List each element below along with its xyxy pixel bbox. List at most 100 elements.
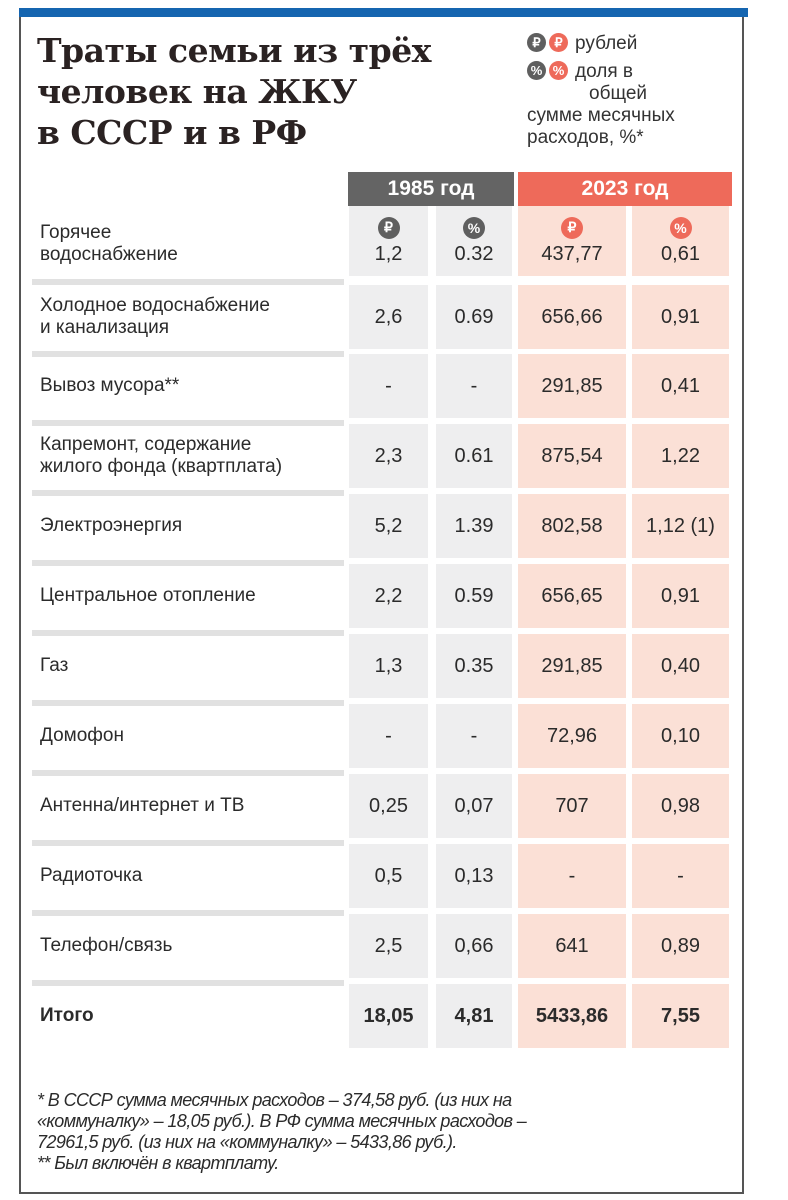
legend-pct-label: сумме месячных	[527, 105, 675, 126]
cell-p2023: 0,98	[632, 774, 729, 838]
row-label: Центральное отопление	[40, 564, 256, 628]
cell-value: 1.39	[454, 514, 494, 537]
cell-value: 7,55	[661, 1004, 700, 1027]
cell-r2023: -	[518, 844, 626, 908]
row-divider	[32, 980, 344, 986]
page-title: Траты семьи из трёх человек на ЖКУ в ССС…	[37, 30, 457, 153]
row-divider	[32, 630, 344, 636]
ruble-icon: ₽	[561, 216, 583, 239]
legend-pct: % % доля в	[527, 61, 737, 83]
cell-r2023: 656,66	[518, 285, 626, 349]
row-label-line: жилого фонда (квартплата)	[40, 456, 283, 477]
cell-value: 0,25	[369, 794, 408, 817]
cell-value: 0.61	[454, 444, 494, 467]
cell-value: 4,81	[454, 1004, 494, 1027]
cell-value: -	[568, 864, 576, 887]
cell-r2023: 291,85	[518, 634, 626, 698]
cell-value: -	[677, 864, 684, 887]
cell-value: 0.32	[454, 242, 494, 265]
row-label: Капремонт, содержание жилого фонда (кварт…	[40, 424, 282, 488]
percent-icon: %	[527, 61, 546, 80]
cell-r2023: 291,85	[518, 354, 626, 418]
cell-value: 2,3	[374, 444, 403, 467]
cell-value: 707	[555, 794, 589, 817]
cell-p2023: 0,40	[632, 634, 729, 698]
cell-p2023: 0,91	[632, 285, 729, 349]
cell-value: 1,2	[374, 242, 403, 265]
cell-r1985: 0,25	[349, 774, 428, 838]
cell-p2023: 0,10	[632, 704, 729, 768]
row-divider	[32, 490, 344, 496]
cell-value: 0,5	[374, 864, 403, 887]
cell-p2023: 1,12 (1)	[632, 494, 729, 558]
title-line: человек на ЖКУ	[37, 72, 357, 111]
cell-value: 0.59	[454, 584, 494, 607]
cell-value: 0,10	[661, 724, 700, 747]
cell-value: 656,66	[541, 305, 603, 328]
cell-r1985: 2,6	[349, 285, 428, 349]
cell-p1985: -	[436, 704, 512, 768]
percent-icon: %	[463, 216, 485, 239]
cell-value: 2,6	[374, 305, 403, 328]
cell-r1985: 18,05	[349, 984, 428, 1048]
cell-value: 72,96	[546, 724, 598, 747]
cell-value: 875,54	[541, 444, 603, 467]
ruble-icon: ₽	[549, 33, 568, 52]
cell-value: 0,66	[454, 934, 494, 957]
cell-r2023: 656,65	[518, 564, 626, 628]
row-label-line: Итого	[40, 1005, 94, 1026]
cell-value: 5433,86	[535, 1004, 609, 1027]
cell-value: 291,85	[541, 374, 603, 397]
cell-value: 1,3	[374, 654, 403, 677]
legend-pct-label: доля в	[575, 61, 633, 82]
row-divider	[32, 770, 344, 776]
cell-value: 0.69	[454, 305, 494, 328]
row-divider	[32, 279, 344, 285]
cell-value: 802,58	[541, 514, 603, 537]
cell-r2023: 875,54	[518, 424, 626, 488]
cell-value: 0,40	[661, 654, 700, 677]
cell-value: -	[385, 724, 392, 747]
cell-r1985: 5,2	[349, 494, 428, 558]
cell-r1985: 1,3	[349, 634, 428, 698]
cell-p2023: 1,22	[632, 424, 729, 488]
cell-value: 0,07	[454, 794, 494, 817]
row-divider	[32, 560, 344, 566]
cell-p1985: -	[436, 354, 512, 418]
cell-p2023: 7,55	[632, 984, 729, 1048]
cell-value: -	[470, 374, 478, 397]
cell-r2023: 802,58	[518, 494, 626, 558]
cell-value: 0,13	[454, 864, 494, 887]
cell-value: 641	[555, 934, 589, 957]
cell-value: 2,2	[374, 584, 403, 607]
cell-value: 656,65	[541, 584, 603, 607]
header-1985: 1985 год	[348, 172, 514, 206]
cell-value: -	[385, 374, 392, 397]
row-label: Телефон/связь	[40, 914, 172, 978]
cell-p2023: 0,41	[632, 354, 729, 418]
cell-r2023: 641	[518, 914, 626, 978]
legend-pct-label: общей	[589, 83, 648, 104]
cell-value: 0.35	[454, 654, 494, 677]
footnote-line: * В СССР сумма месячных расходов – 374,5…	[37, 1090, 512, 1110]
cell-p1985: % 0.32	[436, 206, 512, 276]
row-divider	[32, 420, 344, 426]
cell-r1985: 2,2	[349, 564, 428, 628]
percent-icon: %	[549, 61, 568, 80]
footnote-line: «коммуналку» – 18,05 руб.). В РФ сумма м…	[37, 1111, 527, 1131]
row-label: Итого	[40, 984, 94, 1048]
cell-p2023: 0,89	[632, 914, 729, 978]
row-label-line: Центральное отопление	[40, 585, 256, 606]
cell-value: 0,98	[661, 794, 700, 817]
cell-r2023: 5433,86	[518, 984, 626, 1048]
cell-value: 2,5	[374, 934, 403, 957]
row-label-line: Телефон/связь	[40, 935, 173, 956]
cell-value: 0,41	[661, 374, 700, 397]
row-divider	[32, 840, 344, 846]
row-label-line: Холодное водоснабжение	[40, 295, 270, 316]
row-label-line: Антенна/интернет и ТВ	[40, 795, 245, 816]
cell-p1985: 1.39	[436, 494, 512, 558]
header-2023: 2023 год	[518, 172, 732, 206]
row-label: Электроэнергия	[40, 494, 182, 558]
cell-r1985: -	[349, 704, 428, 768]
